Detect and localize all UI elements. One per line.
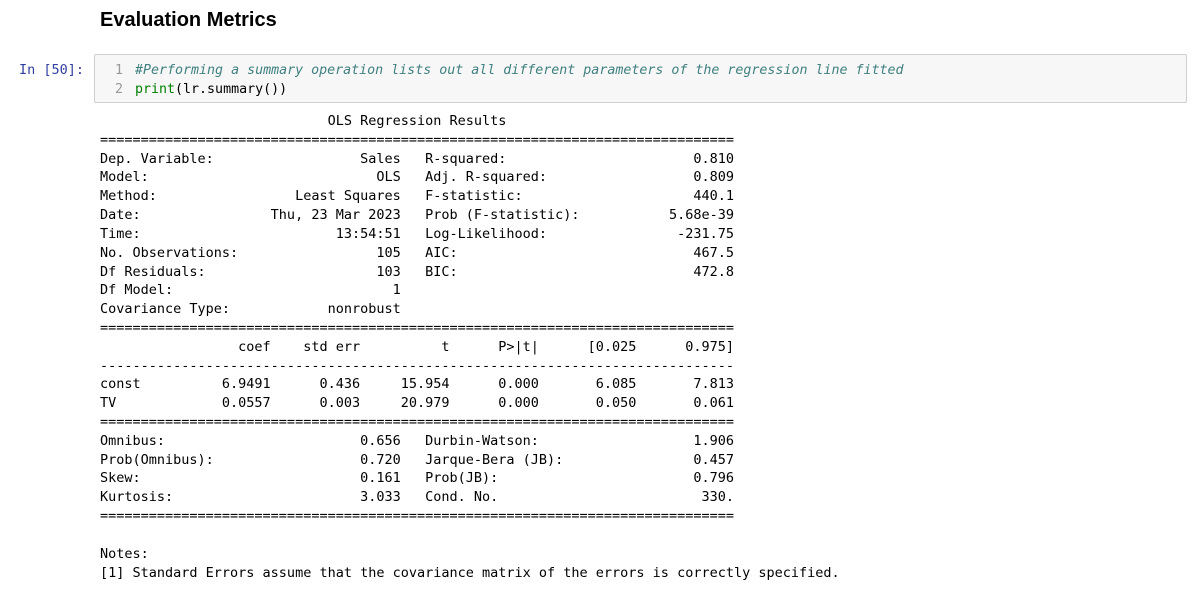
code-line-2[interactable]: 2 print(lr.summary()) <box>95 80 287 99</box>
code-comment: #Performing a summary operation lists ou… <box>135 63 904 78</box>
input-prompt: In [50]: <box>19 62 85 78</box>
code-cell[interactable]: 1 #Performing a summary operation lists o… <box>94 54 1187 103</box>
code-line-1[interactable]: 1 #Performing a summary operation lists o… <box>95 61 904 80</box>
cell-output-ols-summary: OLS Regression Results =================… <box>100 113 840 581</box>
code-call: (lr.summary()) <box>175 82 288 97</box>
code-builtin-print: print <box>135 82 176 97</box>
line-number: 1 <box>114 63 123 78</box>
markdown-heading: Evaluation Metrics <box>100 9 277 31</box>
line-number: 2 <box>114 82 123 97</box>
